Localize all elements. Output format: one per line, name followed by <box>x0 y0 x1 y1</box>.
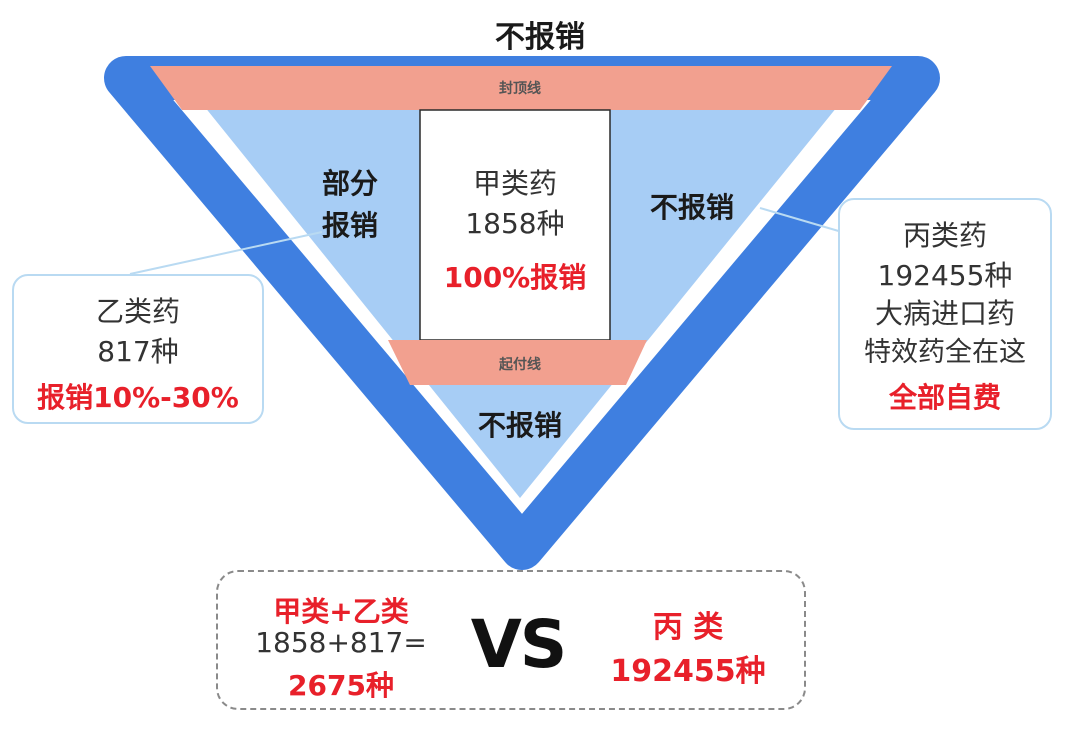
bottom-zone-label: 不报销 <box>440 404 600 444</box>
comparison-vs: VS <box>458 606 578 683</box>
comparison-right-title: 丙 类 <box>580 602 796 646</box>
class-c-line3: 大病进口药 <box>838 292 1052 332</box>
class-b-name: 乙类药 <box>12 290 264 330</box>
class-c-count: 192455种 <box>838 254 1052 294</box>
comparison-right-total: 192455种 <box>580 646 796 690</box>
class-a-rate: 100%报销 <box>420 256 610 296</box>
ceiling-label: 封顶线 <box>470 78 570 98</box>
class-a-count: 1858种 <box>420 202 610 242</box>
comparison-left-total: 2675种 <box>226 664 456 704</box>
deductible-label: 起付线 <box>470 354 570 374</box>
class-c-line4: 特效药全在这 <box>838 330 1052 369</box>
partial-reimburse-line1: 部分 <box>300 162 400 202</box>
class-c-rate: 全部自费 <box>838 376 1052 416</box>
comparison-left-formula: 1858+817= <box>226 626 456 659</box>
class-b-rate: 报销10%-30% <box>12 376 264 416</box>
right-zone-label: 不报销 <box>612 186 772 226</box>
comparison-left-title: 甲类+乙类 <box>226 590 456 630</box>
class-c-name: 丙类药 <box>838 214 1052 254</box>
partial-reimburse-line2: 报销 <box>300 204 400 244</box>
top-title: 不报销 <box>440 12 640 56</box>
class-a-name: 甲类药 <box>420 162 610 202</box>
class-b-count: 817种 <box>12 330 264 370</box>
